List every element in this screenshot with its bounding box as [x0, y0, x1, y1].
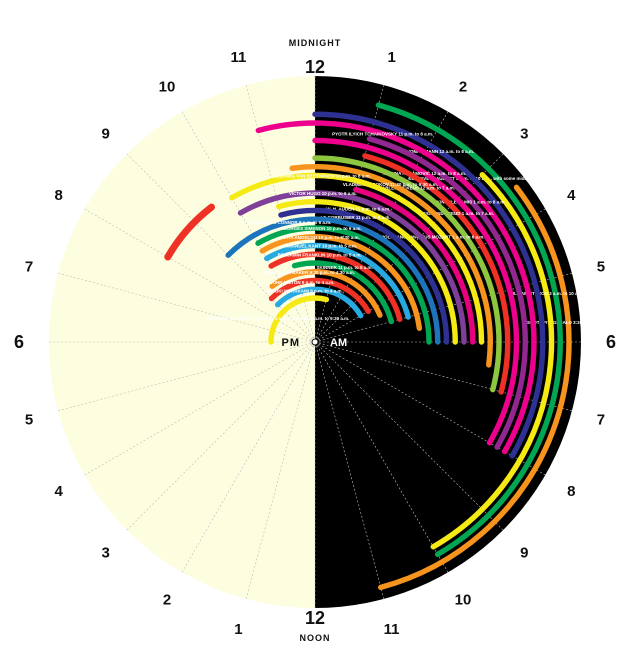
sleep-arc: [275, 199, 458, 345]
am-hour-label: 5: [597, 258, 605, 275]
sleep-arc-label: BENJAMIN FRANKLIN 10 p.m. to 5 a.m.: [278, 252, 362, 257]
sleep-arc-label: HARUKI MURAKAMI 9 p.m. to 4 a.m.: [265, 288, 343, 293]
sleep-arc: [291, 260, 395, 325]
hour-gridline: [57, 341, 316, 412]
sleep-arc-label: VICTOR HUGO 10 p.m. to 6 a.m.: [289, 191, 357, 196]
sleep-arc-label: CHARLES DICKENS 12 a.m. to 7 a.m.: [376, 186, 455, 191]
sleep-arc-label: B. F. SKINNER 11 p.m. to 5 a.m.: [306, 265, 373, 270]
am-hour-label: 4: [567, 187, 576, 204]
sleep-arc-label: HONORÉ DE BALZAC 6 p.m. to 1 a.m., nap f…: [207, 314, 350, 321]
hour-gridline: [181, 341, 316, 573]
sleep-arc-label: F. SCOTT FITZGERALD 3:30 a.m. to 11 a.m.: [522, 320, 614, 325]
sleep-arc-label: KINGSLEY AMIS 1 a.m. to 8 a.m.: [437, 199, 506, 204]
am-hour-label: 2: [459, 79, 467, 96]
sleep-arc-label: THOMAS MANN 12 a.m. to 8 a.m.: [404, 149, 474, 154]
sleep-arc: [375, 102, 563, 558]
sleep-arc: [312, 155, 502, 393]
sleep-arc: [264, 242, 411, 320]
sleep-arc: [378, 184, 572, 591]
sleep-arc-label: MARINA ABRAMOVIĆ 12 a.m. to 8 a.m.: [383, 169, 466, 176]
sleep-arc: [353, 186, 476, 345]
bottom-hour-label: 12: [305, 608, 325, 628]
pm-hour-label: 6: [14, 332, 24, 352]
hour-gridline: [314, 341, 449, 573]
sleep-arc: [268, 277, 371, 314]
pm-hour-label: 1: [234, 621, 242, 638]
sleep-arc-label: JOHN MILTON 9 p.m. to 4 a.m.: [270, 280, 334, 285]
sleep-arc-label: GEORGES SIMENON 10 p.m. to 6 a.m.: [280, 226, 361, 231]
sleep-arc-label: SIGMUND FREUD 1 a.m. to 7 a.m.: [422, 211, 494, 216]
hour-gridline: [314, 341, 504, 531]
sleep-arc-label: PYOTR ILYICH TCHAIKOVSKY 11 p.m. to 8 a.…: [332, 132, 433, 137]
sleep-arc-label: WILLIAM STYRON 3 a.m. to 10 a.m.: [509, 291, 584, 296]
sleep-arc-label: IMMANUEL KANT 10 p.m. to 5 a.m.: [283, 244, 357, 249]
pm-hour-label: 8: [54, 187, 62, 204]
am-label: AM: [330, 337, 347, 349]
center-marker: [311, 338, 319, 346]
am-hour-label: 7: [597, 412, 605, 429]
sleep-arc: [366, 136, 528, 450]
sleep-arc-label: FLANNERY O'CONNOR 9 p.m. to 6 a.m.: [248, 220, 332, 225]
pm-hour-label: 10: [159, 79, 176, 96]
pm-label: PM: [282, 337, 301, 349]
bottom-caption: NOON: [300, 633, 331, 643]
sleep-arc: [255, 225, 432, 345]
sleep-arc-label: GUSTAVE FLAUBERT 4 a.m. to 10 a.m., with…: [408, 176, 586, 181]
sleep-arc-label: MAYA ANGELOU 10 p.m. to 5:30 a.m.: [281, 235, 360, 240]
hour-gridline: [84, 341, 316, 476]
sleep-arc: [259, 234, 423, 331]
sleep-arc: [430, 172, 555, 550]
sleep-arc-label: W. H. AUDEN 11 p.m. to 6 a.m.: [326, 207, 390, 212]
sleep-arcs: F. SCOTT FITZGERALD 3:30 a.m. to 11 a.m.…: [164, 102, 614, 591]
sleep-arc: [274, 286, 364, 319]
pm-hour-label: 4: [54, 483, 63, 500]
hour-gridline: [126, 341, 316, 531]
am-hour-label: 11: [384, 621, 400, 638]
hour-gridline: [314, 341, 385, 600]
pm-hour-label: 3: [102, 544, 110, 561]
nap-arc: [164, 203, 216, 261]
sleep-arc-label: VLADIMIR NABOKOV 11:30 p.m. to 6:30 a.m.: [343, 182, 438, 187]
pm-hour-label: 9: [102, 126, 110, 143]
am-hour-label: 9: [520, 544, 528, 561]
top-caption: MIDNIGHT: [289, 38, 342, 48]
sleep-arc: [268, 251, 403, 323]
sleep-arc-label: LE CORBUSIER 11 p.m. to 6 a.m.: [321, 215, 391, 220]
sleep-arc: [268, 295, 330, 345]
sleep-arc: [269, 269, 383, 318]
am-hour-label: 6: [606, 332, 616, 352]
am-hour-label: 3: [520, 126, 528, 143]
sleep-arc: [237, 190, 467, 345]
sleep-arc: [225, 216, 441, 345]
sleep-arc: [362, 153, 511, 395]
pm-hour-label: 7: [25, 258, 33, 275]
sleep-arc: [289, 164, 493, 368]
top-hour-label: 12: [305, 57, 325, 77]
sleep-arc: [255, 120, 537, 455]
sleep-arc-label: NICHOLSON BAKER 9:30 p.m. to 4:30 a.m.: [264, 270, 355, 275]
am-hour-label: 8: [567, 483, 575, 500]
sleep-arc: [278, 207, 450, 345]
sleep-arc: [229, 172, 485, 345]
am-hour-label: 1: [387, 49, 395, 66]
sleep-arc: [312, 111, 546, 459]
pm-hour-label: 5: [25, 412, 33, 429]
sleep-arc-label: LUDWIG VAN BEETHOVEN 10 p.m. to 6 a.m.: [277, 174, 371, 179]
hour-gridline: [245, 341, 316, 600]
sleep-arc: [312, 137, 520, 446]
pm-hour-label: 11: [230, 49, 246, 66]
pm-hour-label: 2: [163, 591, 171, 608]
sleep-arc-label: WOLFGANG AMADEUS MOZART 1 a.m. to 6 a.m.: [380, 234, 485, 239]
am-hour-label: 10: [455, 591, 472, 608]
